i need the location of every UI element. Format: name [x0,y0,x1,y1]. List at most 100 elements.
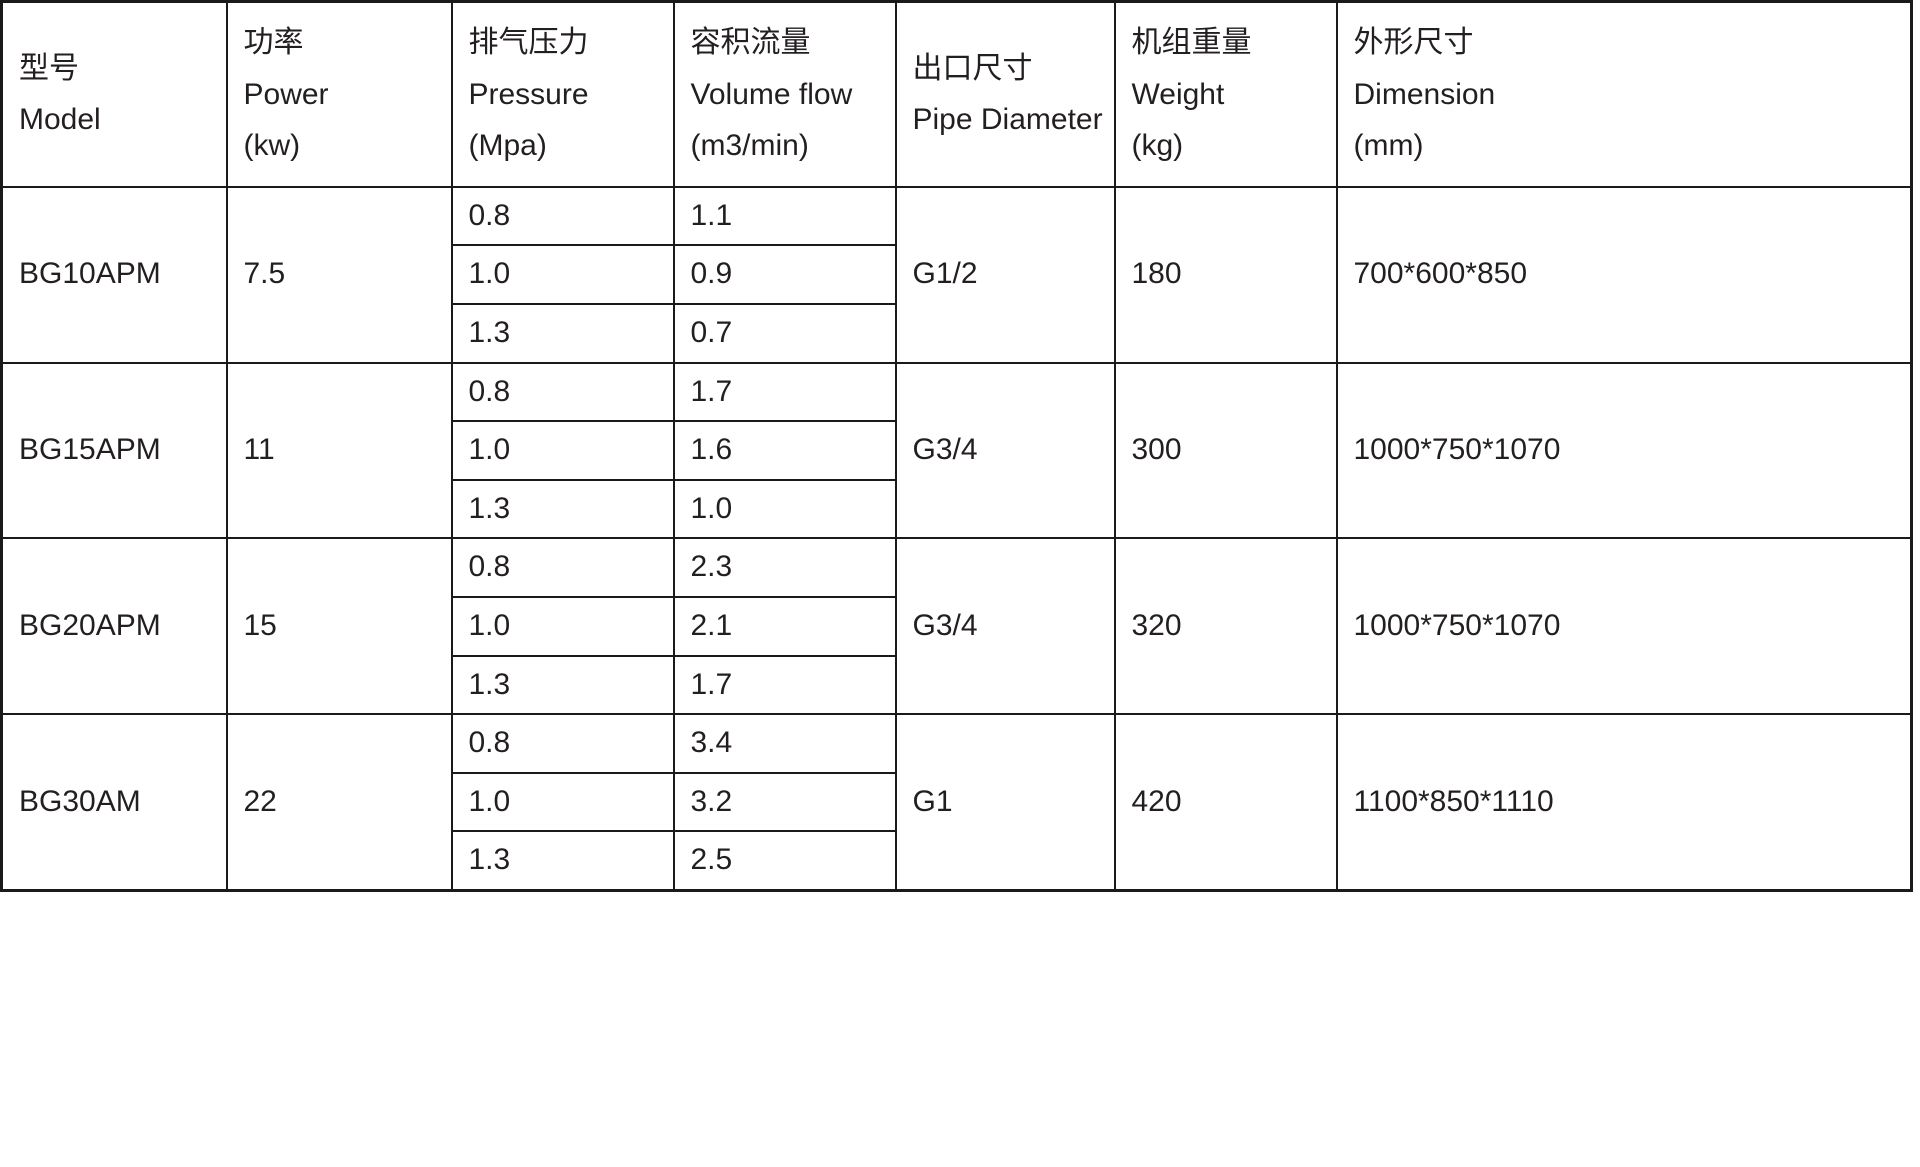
cell-pressure-text: 1.0 [468,257,511,291]
cell-pressure-text: 0.8 [468,550,511,584]
column-header-pressure-en: Pressure [468,77,589,111]
column-header-weight-unit: (kg) [1131,129,1184,163]
cell-pressure-text: 0.8 [468,374,511,408]
cell-pressure: 1.0 [450,771,675,833]
column-header-power: 功率 Power (kw) [225,0,453,188]
cell-dimension-text: 1100*850*1110 [1353,784,1554,818]
column-header-dimension-unit: (mm) [1353,129,1424,163]
cell-flow: 2.1 [672,595,897,657]
cell-pipe-diameter-text: G1 [912,784,953,818]
header-row: 型号 Model 功率 Power (kw) 排气压力 Pressure (Mp… [0,0,1913,188]
cell-pressure: 0.8 [450,361,675,423]
table-row: 1.0 1.6 [2,420,1912,481]
cell-flow-text: 1.7 [690,374,733,408]
cell-flow-text: 3.2 [690,784,733,818]
cell-flow: 1.7 [672,361,897,423]
cell-flow-text: 0.9 [690,257,733,291]
cell-flow-text: 1.7 [690,667,733,701]
column-header-model: 型号 Model [0,0,228,188]
column-header-pipe: 出口尺寸 Pipe Diameter [894,0,1116,188]
cell-pressure-text: 1.3 [468,491,511,525]
table-row: BG20APM 15 0.8 2.3 G3/4 320 1000*750*1070 [0,537,1913,716]
cell-weight-text: 320 [1131,608,1182,642]
table-row: 1.0 2.1 [2,595,1912,657]
cell-weight: 180 [1113,185,1338,364]
cell-model: BG15APM [0,361,228,540]
cell-pipe-diameter: G1/2 [894,185,1116,364]
cell-power: 11 [225,361,453,540]
cell-pressure-text: 1.0 [468,784,511,818]
cell-pressure-text: 1.3 [468,667,511,701]
cell-pressure-text: 1.0 [468,608,511,642]
cell-power-text: 7.5 [243,257,286,291]
cell-flow: 0.9 [672,244,897,305]
cell-weight: 300 [1113,361,1338,540]
cell-pressure-text: 1.3 [468,315,511,349]
cell-dimension-text: 700*600*850 [1353,257,1528,291]
cell-dimension: 700*600*850 [1335,185,1913,364]
cell-flow: 1.1 [672,185,897,247]
cell-pipe-diameter-text: G3/4 [912,433,978,467]
cell-flow: 3.4 [672,713,897,774]
cell-flow: 2.3 [672,537,897,598]
cell-flow-text: 0.7 [690,315,733,349]
cell-model-text: BG15APM [19,433,161,467]
column-header-flow-en: Volume flow [690,77,853,111]
column-header-pressure: 排气压力 Pressure (Mpa) [450,0,675,188]
column-header-power-unit: (kw) [243,129,301,163]
cell-pressure: 1.0 [450,420,675,481]
cell-pressure-text: 0.8 [468,726,511,760]
column-header-model-en: Model [19,103,101,137]
cell-weight-text: 180 [1131,257,1182,291]
column-header-model-cn: 型号 [19,51,79,85]
cell-flow-text: 2.3 [690,550,733,584]
table-row: BG10APM 7.5 0.8 1.1 G1/2 180 700*600*850 [0,185,1913,364]
cell-pressure: 1.3 [450,830,675,892]
cell-pressure: 1.3 [450,302,675,364]
cell-pipe-diameter: G1 [894,713,1116,892]
column-header-dimension-cn: 外形尺寸 [1353,26,1474,59]
cell-pressure: 1.0 [450,244,675,305]
table-row: 1.3 2.5 [2,830,1912,892]
table-row: 1.0 3.2 [2,771,1912,833]
cell-weight: 320 [1113,537,1338,716]
column-header-pipe-cn: 出口尺寸 [912,51,1033,85]
cell-weight: 420 [1113,713,1338,892]
specification-table: 型号 Model 功率 Power (kw) 排气压力 Pressure (Mp… [0,0,1913,892]
column-header-dimension-en: Dimension [1353,77,1496,111]
column-header-pipe-en: Pipe Diameter [912,103,1103,137]
cell-dimension: 1000*750*1070 [1335,361,1913,540]
table-row: 1.3 1.0 [2,478,1912,540]
cell-dimension-text: 1000*750*1070 [1353,608,1561,642]
cell-power: 22 [225,713,453,892]
table-row: 1.3 0.7 [2,302,1912,364]
table-row: 1.3 1.7 [2,654,1912,716]
cell-model: BG10APM [0,185,228,364]
cell-flow-text: 1.0 [690,491,733,525]
cell-pressure: 1.0 [450,595,675,657]
cell-pressure-text: 1.3 [468,843,511,877]
cell-model-text: BG30AM [19,784,141,818]
cell-pressure: 1.3 [450,654,675,716]
table-row: BG30AM 22 0.8 3.4 G1 420 1100*850*1110 [0,713,1913,892]
column-header-weight-cn: 机组重量 [1131,26,1252,59]
cell-flow-text: 2.5 [690,843,733,877]
column-header-flow-unit: (m3/min) [690,129,809,163]
column-header-dimension: 外形尺寸 Dimension (mm) [1335,0,1913,188]
cell-dimension-text: 1000*750*1070 [1353,433,1561,467]
column-header-power-en: Power [243,77,329,111]
column-header-flow: 容积流量 Volume flow (m3/min) [672,0,897,188]
cell-pressure: 0.8 [450,713,675,774]
table-row: BG15APM 11 0.8 1.7 G3/4 300 1000*750*1070 [0,361,1913,540]
cell-power: 7.5 [225,185,453,364]
cell-flow-text: 3.4 [690,726,733,760]
cell-flow: 0.7 [672,302,897,364]
cell-pipe-diameter-text: G1/2 [912,257,978,291]
cell-pressure-text: 0.8 [468,198,511,232]
cell-pipe-diameter-text: G3/4 [912,608,978,642]
table-body: BG10APM 7.5 0.8 1.1 G1/2 180 700*600*850 1.0 0.9… [0,185,1913,892]
cell-power-text: 15 [243,608,277,642]
cell-flow-text: 1.6 [690,433,733,467]
cell-model: BG20APM [0,537,228,716]
column-header-power-cn: 功率 [243,26,304,59]
